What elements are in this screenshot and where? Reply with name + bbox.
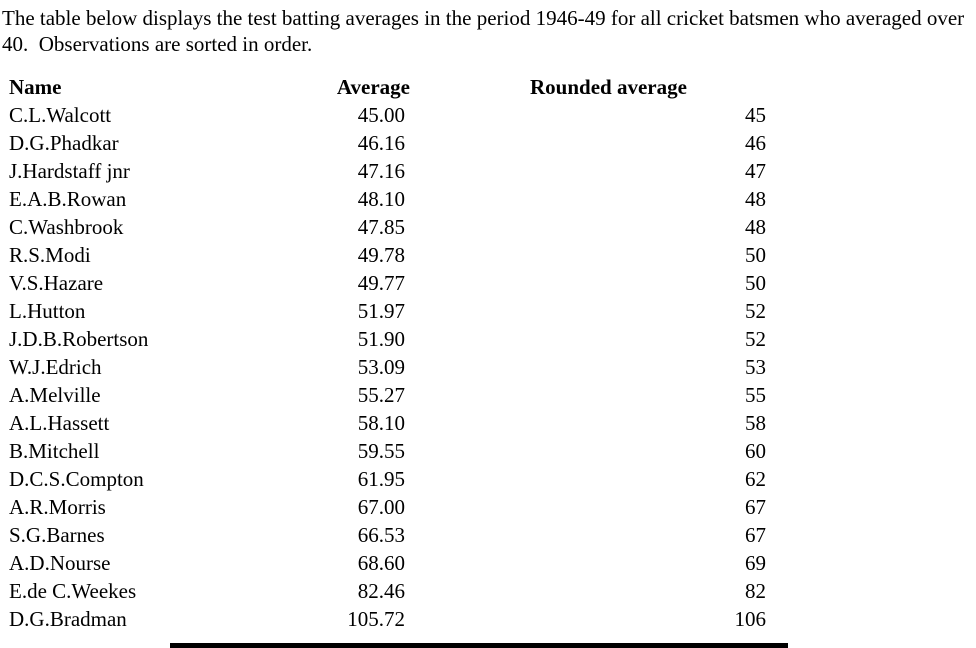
cell-average: 66.53 — [357, 523, 405, 547]
table-row: D.C.S.Compton 61.95 62 — [0, 465, 976, 493]
cell-name: S.G.Barnes — [9, 523, 105, 547]
cell-average: 45.00 — [357, 103, 405, 127]
column-header-average: Average — [336, 75, 410, 99]
cell-name: B.Mitchell — [9, 439, 100, 463]
cell-average: 61.95 — [357, 467, 405, 491]
table-row: E.de C.Weekes 82.46 82 — [0, 577, 976, 605]
table-row: A.R.Morris 67.00 67 — [0, 493, 976, 521]
cell-name: A.R.Morris — [9, 495, 106, 519]
cell-average: 48.10 — [357, 187, 405, 211]
table-row: V.S.Hazare 49.77 50 — [0, 269, 976, 297]
cell-rounded-average: 48 — [745, 215, 766, 239]
cell-name: C.Washbrook — [9, 215, 124, 239]
table-row: D.G.Bradman 105.72 106 — [0, 605, 976, 633]
table-body: C.L.Walcott 45.00 45 D.G.Phadkar 46.16 4… — [0, 101, 976, 633]
cell-average: 105.72 — [347, 607, 405, 631]
table-row: S.G.Barnes 66.53 67 — [0, 521, 976, 549]
cell-name: D.G.Bradman — [9, 607, 127, 631]
cell-name: D.G.Phadkar — [9, 131, 119, 155]
cell-name: W.J.Edrich — [9, 355, 102, 379]
table-row: D.G.Phadkar 46.16 46 — [0, 129, 976, 157]
cell-rounded-average: 52 — [745, 299, 766, 323]
cell-rounded-average: 62 — [745, 467, 766, 491]
cell-average: 47.85 — [357, 215, 405, 239]
cell-rounded-average: 58 — [745, 411, 766, 435]
table-row: W.J.Edrich 53.09 53 — [0, 353, 976, 381]
cell-name: D.C.S.Compton — [9, 467, 144, 491]
cell-rounded-average: 46 — [745, 131, 766, 155]
cell-name: R.S.Modi — [9, 243, 91, 267]
intro-paragraph: The table below displays the test battin… — [2, 6, 970, 56]
cell-rounded-average: 82 — [745, 579, 766, 603]
cell-rounded-average: 69 — [745, 551, 766, 575]
cell-name: A.Melville — [9, 383, 101, 407]
cell-name: L.Hutton — [9, 299, 86, 323]
cell-name: E.A.B.Rowan — [9, 187, 127, 211]
cell-average: 46.16 — [357, 131, 405, 155]
cell-rounded-average: 52 — [745, 327, 766, 351]
cell-rounded-average: 53 — [745, 355, 766, 379]
cell-rounded-average: 48 — [745, 187, 766, 211]
table-row: A.Melville 55.27 55 — [0, 381, 976, 409]
cell-average: 82.46 — [357, 579, 405, 603]
cell-name: A.D.Nourse — [9, 551, 111, 575]
cell-name: J.Hardstaff jnr — [9, 159, 130, 183]
cell-average: 49.78 — [357, 243, 405, 267]
cell-average: 47.16 — [357, 159, 405, 183]
cell-rounded-average: 45 — [745, 103, 766, 127]
cell-average: 58.10 — [357, 411, 405, 435]
cell-average: 51.97 — [357, 299, 405, 323]
table-row: B.Mitchell 59.55 60 — [0, 437, 976, 465]
cell-average: 51.90 — [357, 327, 405, 351]
table-row: R.S.Modi 49.78 50 — [0, 241, 976, 269]
cropped-next-figure-bar — [170, 643, 788, 648]
batting-averages-table: Name Average Rounded average C.L.Walcott… — [0, 73, 976, 633]
table-header-row: Name Average Rounded average — [0, 73, 976, 101]
cell-rounded-average: 55 — [745, 383, 766, 407]
cell-rounded-average: 106 — [734, 607, 767, 631]
cell-name: V.S.Hazare — [9, 271, 104, 295]
cell-rounded-average: 50 — [745, 271, 766, 295]
cell-rounded-average: 67 — [745, 523, 766, 547]
table-row: C.Washbrook 47.85 48 — [0, 213, 976, 241]
cell-rounded-average: 47 — [745, 159, 766, 183]
column-header-rounded-average: Rounded average — [530, 75, 687, 99]
column-header-name: Name — [9, 75, 62, 99]
table-row: C.L.Walcott 45.00 45 — [0, 101, 976, 129]
cell-name: C.L.Walcott — [9, 103, 112, 127]
cell-average: 59.55 — [357, 439, 405, 463]
cell-rounded-average: 60 — [745, 439, 766, 463]
table-row: A.D.Nourse 68.60 69 — [0, 549, 976, 577]
cell-average: 67.00 — [357, 495, 405, 519]
cell-rounded-average: 50 — [745, 243, 766, 267]
table-row: A.L.Hassett 58.10 58 — [0, 409, 976, 437]
table-row: J.Hardstaff jnr 47.16 47 — [0, 157, 976, 185]
cell-name: E.de C.Weekes — [9, 579, 137, 603]
cell-average: 55.27 — [357, 383, 405, 407]
cell-name: J.D.B.Robertson — [9, 327, 149, 351]
table-row: J.D.B.Robertson 51.90 52 — [0, 325, 976, 353]
cell-average: 68.60 — [357, 551, 405, 575]
table-row: E.A.B.Rowan 48.10 48 — [0, 185, 976, 213]
table-row: L.Hutton 51.97 52 — [0, 297, 976, 325]
cell-name: A.L.Hassett — [9, 411, 110, 435]
cell-rounded-average: 67 — [745, 495, 766, 519]
cell-average: 49.77 — [357, 271, 405, 295]
cell-average: 53.09 — [357, 355, 405, 379]
